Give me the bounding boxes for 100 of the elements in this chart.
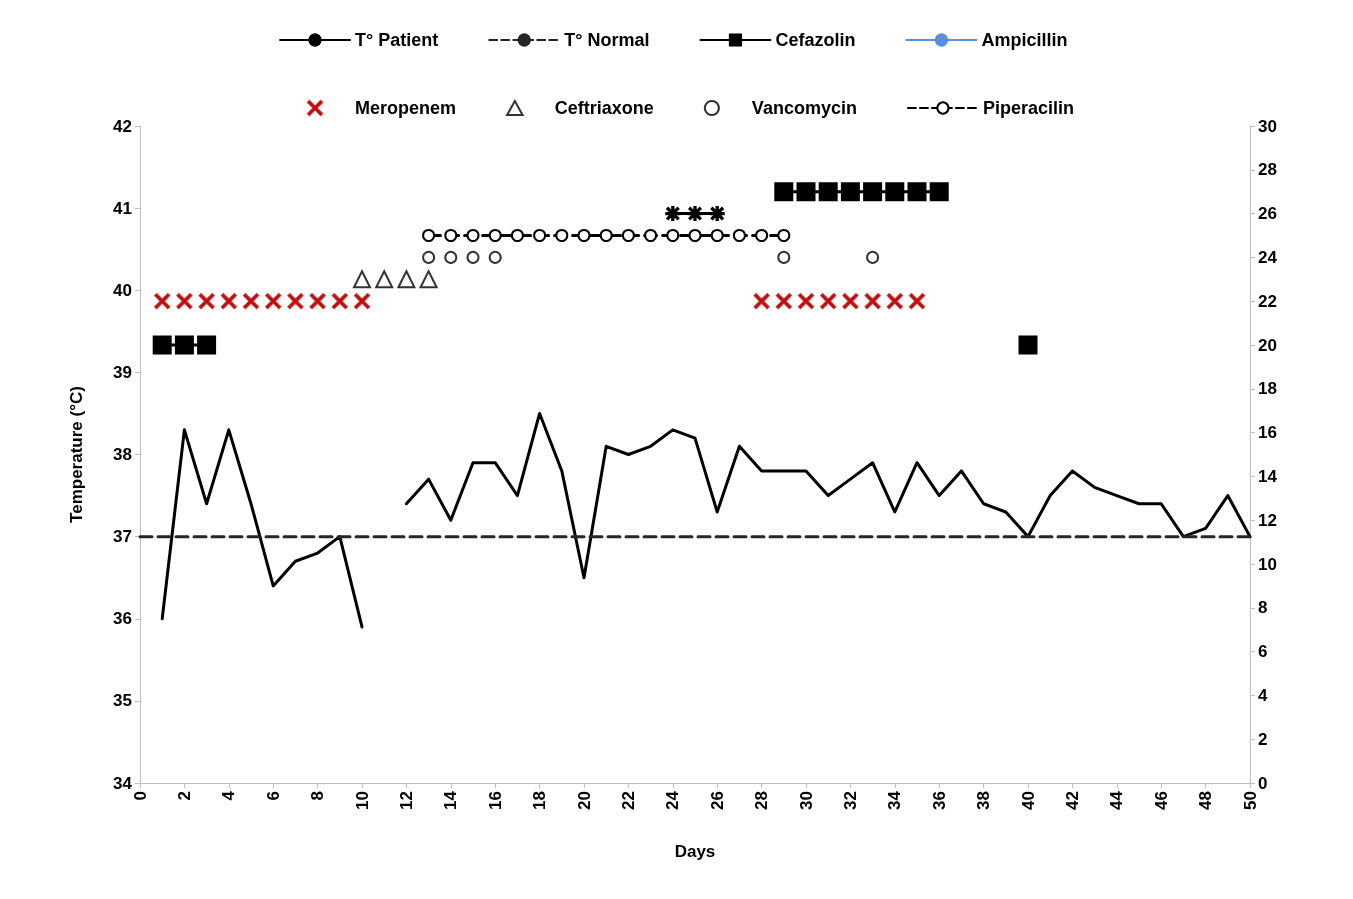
x-tick-label: 4	[219, 790, 239, 801]
y-tick-label: 42	[113, 116, 132, 136]
point	[422, 250, 436, 264]
y-tick-label: 37	[113, 527, 132, 547]
x-tick-label: 24	[663, 790, 683, 810]
legend-label: Ampicillin	[981, 30, 1068, 50]
point	[732, 229, 746, 242]
x-tick-label: 14	[441, 790, 461, 810]
point	[796, 182, 816, 202]
point	[644, 229, 658, 242]
point	[419, 270, 438, 289]
point	[152, 335, 172, 355]
x-tick-label: 10	[352, 791, 372, 810]
point	[798, 293, 814, 310]
legend-label: T° Patient	[355, 30, 439, 50]
y-axis-title: Temperature (°C)	[67, 386, 86, 523]
x-tick-label: 28	[752, 791, 772, 810]
x-tick-label: 16	[485, 791, 505, 810]
point	[243, 293, 259, 310]
y-tick-label: 39	[113, 362, 132, 382]
y-tick-label: 35	[113, 691, 132, 711]
point	[265, 293, 282, 310]
point	[444, 250, 458, 264]
y2-tick-label: 28	[1258, 160, 1277, 180]
x-tick-label: 8	[308, 791, 328, 801]
x-tick-label: 2	[174, 791, 194, 801]
point	[287, 293, 304, 310]
y-tick-label: 38	[113, 445, 132, 464]
y2-tick-label: 8	[1258, 598, 1268, 618]
legend-label: Meropenem	[355, 98, 457, 118]
point	[777, 250, 791, 264]
point	[929, 182, 949, 202]
point	[154, 293, 171, 310]
point	[886, 293, 903, 310]
x-tick-label: 30	[796, 791, 816, 810]
point	[488, 229, 502, 242]
y-tick-label: 36	[113, 609, 132, 629]
x-tick-label: 12	[396, 791, 416, 810]
point	[174, 335, 194, 355]
point	[422, 229, 436, 242]
point	[863, 182, 883, 202]
point	[866, 250, 880, 264]
y2-tick-label: 4	[1258, 685, 1268, 705]
point	[176, 293, 193, 310]
point	[555, 229, 569, 242]
x-tick-label: 6	[263, 791, 283, 801]
point	[220, 293, 237, 310]
y2-tick-label: 20	[1258, 335, 1277, 355]
x-tick-label: 26	[707, 791, 727, 810]
x-tick-label: 0	[130, 791, 150, 801]
point	[309, 293, 326, 310]
point	[397, 270, 416, 289]
y2-tick-label: 6	[1258, 642, 1268, 662]
point	[885, 182, 905, 202]
point	[755, 229, 769, 242]
point	[909, 293, 925, 310]
legend-label: Cefazolin	[775, 30, 856, 50]
y2-tick-label: 18	[1258, 379, 1277, 399]
y-tick-label: 41	[113, 198, 132, 218]
x-tick-label: 20	[574, 791, 594, 810]
point	[842, 293, 859, 310]
point	[599, 229, 613, 242]
y2-tick-label: 14	[1258, 466, 1278, 486]
x-tick-label: 48	[1196, 791, 1216, 810]
point	[775, 293, 792, 310]
point	[666, 229, 680, 242]
x-tick-label: 46	[1151, 791, 1171, 810]
point	[907, 182, 927, 202]
x-tick-label: 22	[618, 791, 638, 810]
x-tick-label: 42	[1062, 791, 1082, 810]
point	[753, 293, 770, 310]
x-tick-label: 18	[530, 791, 550, 810]
point	[331, 293, 348, 310]
y2-tick-label: 24	[1258, 247, 1278, 267]
x-tick-label: 34	[885, 790, 905, 810]
x-tick-label: 38	[974, 791, 994, 810]
x-tick-label: 32	[840, 791, 860, 810]
point	[353, 270, 371, 289]
legend-label: Piperacilin	[982, 98, 1074, 118]
point	[375, 270, 394, 289]
x-axis-title: Days	[674, 842, 716, 861]
legend-label: Vancomycin	[751, 98, 857, 118]
point	[488, 250, 502, 264]
point	[688, 229, 702, 242]
point	[533, 229, 547, 242]
y-tick-label: 40	[113, 280, 132, 300]
point	[864, 293, 881, 310]
legend-label: Ceftriaxone	[554, 98, 654, 118]
y2-tick-label: 30	[1258, 116, 1277, 136]
point	[354, 293, 370, 310]
point	[818, 182, 838, 202]
legend-label: T° Normal	[564, 30, 650, 50]
y2-tick-label: 2	[1258, 729, 1268, 749]
point	[621, 229, 635, 242]
x-tick-label: 44	[1107, 790, 1127, 810]
point	[710, 229, 724, 242]
y2-tick-label: 22	[1258, 291, 1277, 311]
y2-tick-label: 10	[1258, 554, 1277, 574]
point	[577, 229, 591, 242]
point	[820, 293, 837, 310]
